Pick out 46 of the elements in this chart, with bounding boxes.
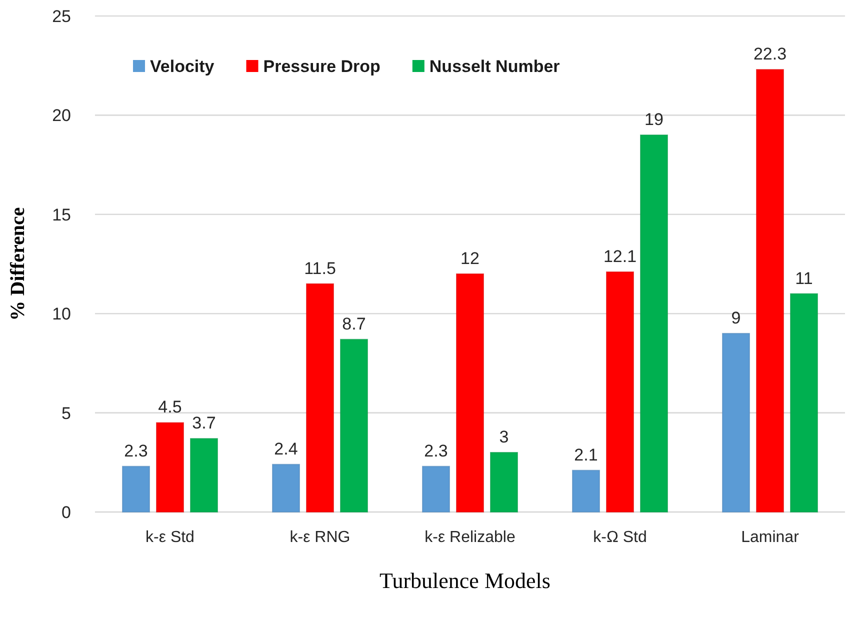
data-label: 12.1 [603,246,637,266]
data-label: 2.4 [274,439,298,458]
bar [722,332,750,512]
bar [490,452,518,512]
x-axis-title: Turbulence Models [380,568,550,593]
data-label: 3 [499,427,509,446]
bar [190,438,218,512]
y-tick-label: 20 [52,106,71,126]
data-label: 11 [795,268,813,288]
bar [456,273,484,512]
bar [122,466,150,512]
bar [790,293,818,512]
legend-label: Velocity [150,57,215,76]
legend-label: Pressure Drop [263,57,380,76]
data-label: 8.7 [342,314,366,334]
x-tick-label: k-ε Relizable [424,529,516,546]
y-axis-title: % Difference [7,207,29,321]
y-tick-label: 0 [62,502,71,522]
y-tick-label: 5 [62,404,71,423]
y-tick-label: 10 [52,304,71,324]
y-tick-label: 15 [52,205,71,224]
bar [422,466,450,512]
bar [640,134,668,512]
x-tick-label: k-ε RNG [290,529,350,546]
data-label: 9 [731,308,741,328]
bar [756,69,784,512]
x-tick-label: Laminar [741,529,800,546]
data-label: 2.3 [424,441,448,460]
x-tick-label: k-ε Std [146,529,194,546]
y-tick-label: 25 [52,6,71,26]
bar [572,470,600,512]
bar [306,283,334,512]
bar [606,271,634,512]
data-label: 4.5 [158,398,182,417]
bar [272,464,300,512]
data-label: 12 [460,248,480,268]
data-label: 3.7 [192,414,216,433]
data-label: 22.3 [753,44,787,64]
bar [156,422,184,512]
data-label: 2.1 [574,445,598,464]
x-tick-label: k-Ω Std [593,529,647,546]
legend-label: Nusselt Number [429,57,560,76]
data-label: 19 [644,110,664,130]
data-label: 2.3 [124,441,148,460]
bar [340,338,368,512]
data-label: 11.5 [304,258,336,278]
